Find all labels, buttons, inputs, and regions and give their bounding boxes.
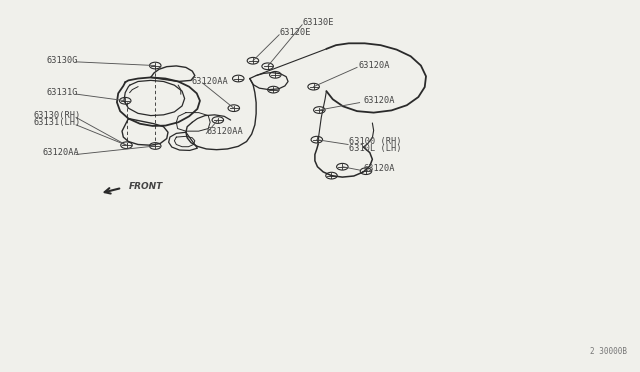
Text: 63100 (RH): 63100 (RH) [349, 137, 402, 146]
Text: FRONT: FRONT [129, 182, 163, 190]
Text: 63120A: 63120A [358, 61, 390, 70]
Text: 63120AA: 63120AA [191, 77, 228, 86]
Text: 63131G: 63131G [47, 88, 78, 97]
Text: 63130E: 63130E [302, 19, 333, 28]
Text: 63120E: 63120E [279, 28, 310, 37]
Text: 63120AA: 63120AA [206, 126, 243, 136]
Text: 63120AA: 63120AA [43, 148, 79, 157]
Text: 6310L (LH): 6310L (LH) [349, 144, 402, 153]
Text: 63131(LH): 63131(LH) [34, 119, 81, 128]
Text: 63130G: 63130G [47, 56, 78, 65]
Text: 63120A: 63120A [364, 164, 395, 173]
Text: 63130(RH): 63130(RH) [34, 111, 81, 120]
Text: 2 30000B: 2 30000B [589, 347, 627, 356]
Text: 63120A: 63120A [364, 96, 395, 105]
